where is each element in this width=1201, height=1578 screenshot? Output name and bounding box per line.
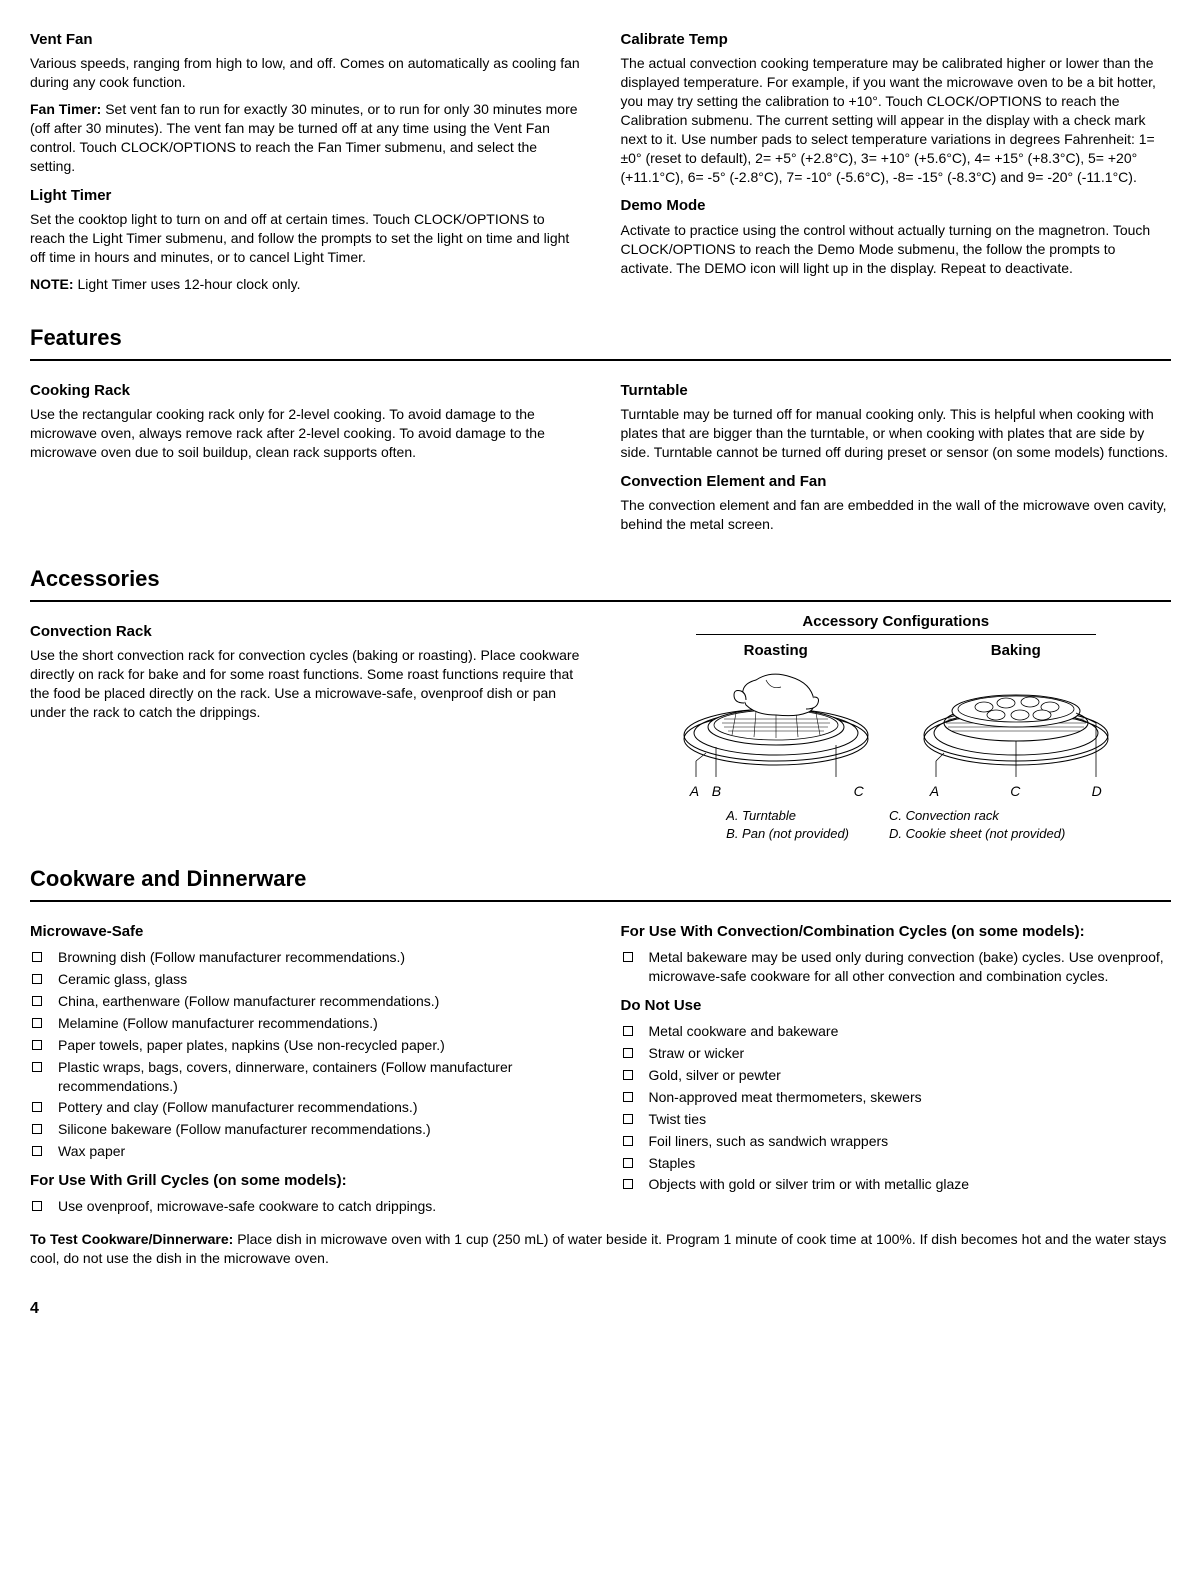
top-left-col: Vent Fan Various speeds, ranging from hi…: [30, 20, 581, 301]
roasting-label: Roasting: [744, 641, 808, 661]
list-item: Silicone bakeware (Follow manufacturer r…: [30, 1120, 581, 1139]
list-item: Metal bakeware may be used only during c…: [621, 948, 1172, 986]
list-item: Twist ties: [621, 1110, 1172, 1129]
cookware-right-col: For Use With Convection/Combination Cycl…: [621, 912, 1172, 1226]
vent-fan-heading: Vent Fan: [30, 30, 581, 50]
cookware-section: Microwave-Safe Browning dish (Follow man…: [30, 912, 1171, 1226]
features-left-col: Cooking Rack Use the rectangular cooking…: [30, 371, 581, 542]
cookware-left-col: Microwave-Safe Browning dish (Follow man…: [30, 912, 581, 1226]
accessories-section: Convection Rack Use the short convection…: [30, 612, 1171, 842]
roast-letter-c: C: [854, 782, 864, 801]
list-item: Paper towels, paper plates, napkins (Use…: [30, 1036, 581, 1055]
roast-letter-b: B: [712, 782, 721, 801]
demo-heading: Demo Mode: [621, 196, 1172, 216]
convection-list: Metal bakeware may be used only during c…: [621, 948, 1172, 986]
page-number: 4: [30, 1298, 1171, 1320]
list-item: Browning dish (Follow manufacturer recom…: [30, 948, 581, 967]
legend-b: B. Pan (not provided): [726, 825, 849, 843]
grill-heading: For Use With Grill Cycles (on some model…: [30, 1171, 581, 1191]
list-item: Straw or wicker: [621, 1044, 1172, 1063]
legend-a: A. Turntable: [726, 807, 849, 825]
note-body: Light Timer uses 12-hour clock only.: [74, 276, 301, 292]
calibrate-heading: Calibrate Temp: [621, 30, 1172, 50]
list-item: Staples: [621, 1154, 1172, 1173]
fan-timer-para: Fan Timer: Set vent fan to run for exact…: [30, 100, 581, 176]
features-rule: [30, 359, 1171, 361]
list-item: Foil liners, such as sandwich wrappers: [621, 1132, 1172, 1151]
accessory-config-block: Accessory Configurations Roasting: [621, 612, 1172, 842]
features-right-col: Turntable Turntable may be turned off fo…: [621, 371, 1172, 542]
test-label: To Test Cookware/Dinnerware:: [30, 1231, 233, 1247]
features-title: Features: [30, 323, 1171, 355]
convection-elem-heading: Convection Element and Fan: [621, 472, 1172, 492]
list-item: Gold, silver or pewter: [621, 1066, 1172, 1085]
do-not-use-list: Metal cookware and bakeware Straw or wick…: [621, 1022, 1172, 1194]
top-right-col: Calibrate Temp The actual convection coo…: [621, 20, 1172, 301]
accessories-left-col: Convection Rack Use the short convection…: [30, 612, 581, 842]
convection-rack-p1: Use the short convection rack for convec…: [30, 646, 581, 722]
cookware-title: Cookware and Dinnerware: [30, 864, 1171, 896]
roasting-col: Roasting: [676, 641, 876, 801]
list-item: Objects with gold or silver trim or with…: [621, 1175, 1172, 1194]
note-label: NOTE:: [30, 276, 74, 292]
calibrate-p1: The actual convection cooking temperatur…: [621, 54, 1172, 186]
legend-row: A. Turntable B. Pan (not provided) C. Co…: [726, 807, 1065, 842]
list-item: Melamine (Follow manufacturer recommenda…: [30, 1014, 581, 1033]
demo-p1: Activate to practice using the control w…: [621, 221, 1172, 278]
vent-fan-p1: Various speeds, ranging from high to low…: [30, 54, 581, 92]
top-section: Vent Fan Various speeds, ranging from hi…: [30, 20, 1171, 301]
baking-col: Baking: [916, 641, 1116, 801]
accessory-config-rule: [696, 634, 1096, 635]
accessories-rule: [30, 600, 1171, 602]
accessories-title: Accessories: [30, 564, 1171, 596]
accessory-config-title: Accessory Configurations: [802, 613, 989, 630]
light-timer-note: NOTE: Light Timer uses 12-hour clock onl…: [30, 275, 581, 294]
light-timer-heading: Light Timer: [30, 186, 581, 206]
list-item: Wax paper: [30, 1142, 581, 1161]
list-item: China, earthenware (Follow manufacturer …: [30, 992, 581, 1011]
legend-c: C. Convection rack: [889, 807, 1065, 825]
convection-heading: For Use With Convection/Combination Cycl…: [621, 922, 1172, 942]
baking-diagram: [916, 665, 1116, 780]
turntable-p1: Turntable may be turned off for manual c…: [621, 405, 1172, 462]
bake-letter-c: C: [1010, 782, 1020, 801]
do-not-use-heading: Do Not Use: [621, 996, 1172, 1016]
test-cookware-para: To Test Cookware/Dinnerware: Place dish …: [30, 1230, 1171, 1268]
cooking-rack-heading: Cooking Rack: [30, 381, 581, 401]
accessories-right-col: Accessory Configurations Roasting: [621, 612, 1172, 842]
list-item: Non-approved meat thermometers, skewers: [621, 1088, 1172, 1107]
legend-d: D. Cookie sheet (not provided): [889, 825, 1065, 843]
bake-letter-d: D: [1092, 782, 1102, 801]
grill-list: Use ovenproof, microwave-safe cookware t…: [30, 1197, 581, 1216]
cooking-rack-p1: Use the rectangular cooking rack only fo…: [30, 405, 581, 462]
list-item: Metal cookware and bakeware: [621, 1022, 1172, 1041]
microwave-safe-list: Browning dish (Follow manufacturer recom…: [30, 948, 581, 1161]
fan-timer-label: Fan Timer:: [30, 101, 101, 117]
roasting-diagram: [676, 665, 876, 780]
list-item: Pottery and clay (Follow manufacturer re…: [30, 1098, 581, 1117]
cookware-rule: [30, 900, 1171, 902]
microwave-safe-heading: Microwave-Safe: [30, 922, 581, 942]
convection-rack-heading: Convection Rack: [30, 622, 581, 642]
convection-elem-p1: The convection element and fan are embed…: [621, 496, 1172, 534]
list-item: Use ovenproof, microwave-safe cookware t…: [30, 1197, 581, 1216]
baking-label: Baking: [991, 641, 1041, 661]
list-item: Plastic wraps, bags, covers, dinnerware,…: [30, 1058, 581, 1096]
light-timer-p1: Set the cooktop light to turn on and off…: [30, 210, 581, 267]
bake-letter-a: A: [930, 782, 939, 801]
turntable-heading: Turntable: [621, 381, 1172, 401]
roast-letter-a: A: [690, 782, 699, 801]
features-section: Cooking Rack Use the rectangular cooking…: [30, 371, 1171, 542]
fan-timer-body: Set vent fan to run for exactly 30 minut…: [30, 101, 578, 174]
list-item: Ceramic glass, glass: [30, 970, 581, 989]
config-row: Roasting: [676, 641, 1116, 801]
